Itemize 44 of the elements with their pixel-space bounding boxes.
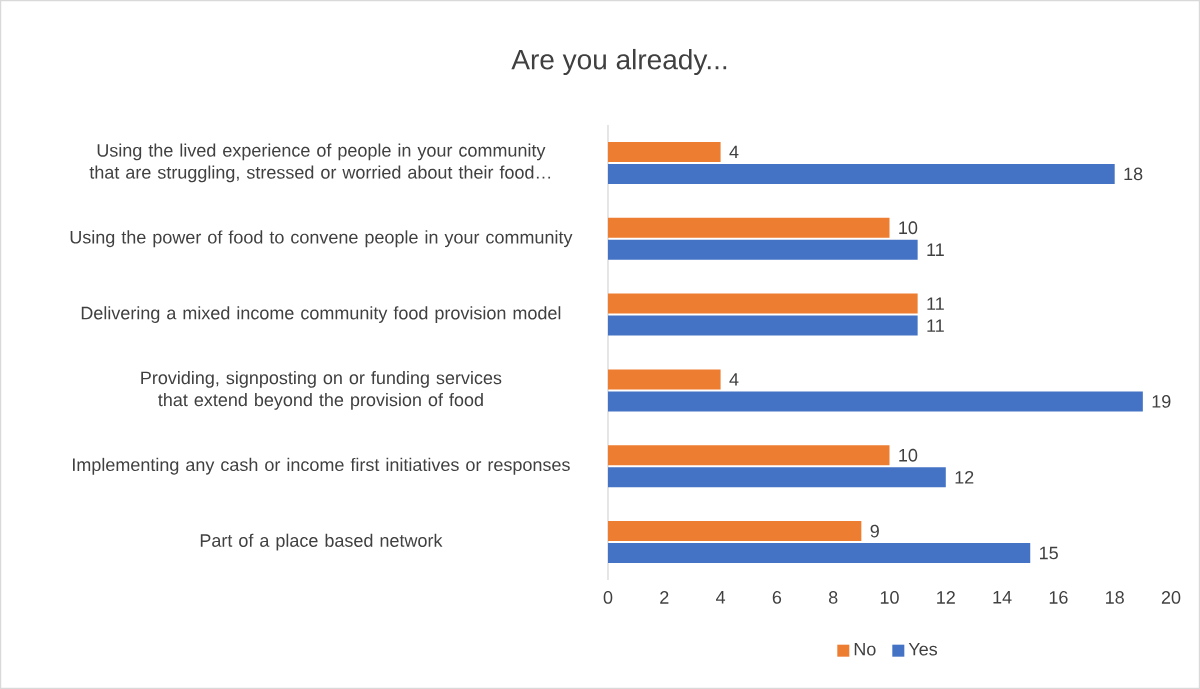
bar [608,369,721,390]
x-tick-label: 16 [1049,591,1068,604]
x-tick-label: 0 [603,591,613,604]
y-tick-label: Implementing any cash or income first initiatives or responses [73,457,570,475]
y-tick-label: Using the lived experience of people in your community that are struggling, stressed or worried about their food… [89,143,551,183]
x-tick-label: 20 [1161,591,1181,604]
x-tick-label: 6 [772,591,782,604]
y-tick-label: Providing, signposting on or funding services that extend beyond the provision of food [141,371,502,410]
bar [608,315,918,336]
bar [608,239,918,260]
x-tick-label: 8 [828,591,838,604]
bar [608,293,918,314]
x-tick-label: 12 [937,591,955,604]
data-label: 11 [927,319,944,332]
data-label: 10 [899,221,918,235]
data-label: 11 [927,243,944,256]
x-tick-label: 18 [1106,591,1124,604]
data-label: 11 [927,297,944,310]
data-label: 12 [955,470,974,484]
bar [608,467,946,488]
data-label: 9 [870,524,879,538]
data-label: 15 [1040,546,1058,560]
x-tick-label: 10 [880,591,899,604]
data-label: 19 [1152,395,1171,408]
chart-title: Are you already... [511,48,727,76]
y-tick-label: Using the power of food to convene people in your community [70,230,573,248]
data-label: 10 [899,448,918,462]
x-tick-label: 4 [716,591,726,604]
y-tick-label: Part of a place based network [200,533,443,551]
data-label: 4 [729,373,739,386]
bar [608,521,862,542]
bar [608,217,890,238]
bar [608,445,890,466]
x-tick-label: 2 [660,591,669,604]
bar [608,543,1031,564]
bar [608,391,1143,412]
legend-label: No [854,642,876,656]
x-tick-label: 14 [993,591,1012,604]
y-tick-label: Delivering a mixed income community food provision model [81,306,561,323]
bar [608,163,1115,184]
legend-label: Yes [908,642,938,656]
bar [608,141,721,162]
data-label: 4 [729,145,739,159]
data-label: 18 [1124,167,1143,181]
